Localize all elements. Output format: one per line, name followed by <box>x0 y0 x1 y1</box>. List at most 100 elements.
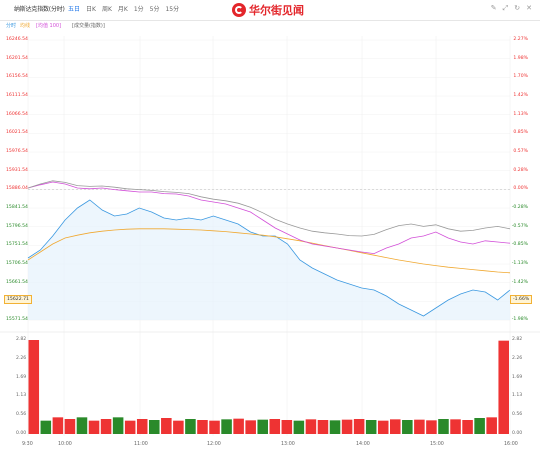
volume-bar <box>402 420 413 434</box>
volume-bar <box>233 418 244 434</box>
time-tick-label: 14:00 <box>356 442 370 447</box>
price-tick-label: 15931.54 <box>6 167 28 173</box>
volume-bar <box>88 420 100 434</box>
volume-bar <box>136 419 148 434</box>
percent-tick-label: 0.28% <box>513 167 528 173</box>
volume-bar <box>293 420 305 434</box>
volume-bar <box>281 420 293 434</box>
price-tick-label: 16021.54 <box>6 130 28 136</box>
volume-bar <box>438 419 449 434</box>
volume-tick-label: 2.82 <box>16 337 27 342</box>
percent-tick-label: -0.28% <box>511 205 528 210</box>
time-tick-label: 16:00 <box>504 442 518 447</box>
volume-bar <box>377 420 389 434</box>
volume-bar <box>76 417 88 434</box>
price-tick-label: 16201.54 <box>6 55 28 61</box>
volume-tick-label: 0.00 <box>16 431 27 436</box>
percent-tick-label: -0.57% <box>511 223 528 229</box>
price-tick-label: 15661.54 <box>6 279 28 285</box>
expand-icon[interactable]: ⤢ <box>502 4 509 12</box>
brand-logo: 华尔街见闻 <box>232 2 304 18</box>
price-tick-label: 16111.54 <box>6 93 28 98</box>
tab-daily-k[interactable]: 日K <box>86 6 96 13</box>
volume-bar <box>173 420 184 434</box>
volume-bar <box>498 340 509 434</box>
volume-bar <box>112 417 124 434</box>
price-tick-label: 15751.54 <box>6 242 28 248</box>
time-tick-label: 11:00 <box>134 442 148 447</box>
volume-bar <box>245 420 256 434</box>
price-tick-label: 16156.54 <box>6 74 28 80</box>
logo-text: 华尔街见闻 <box>249 4 304 17</box>
volume-bar <box>52 417 64 434</box>
tab-5min[interactable]: 5分 <box>149 6 160 13</box>
period-tabs: 五日 日K 周K 月K 1分 5分 15分 <box>68 4 179 13</box>
volume-bar <box>390 419 401 434</box>
percent-tick-label: 0.00% <box>513 186 528 192</box>
volume-bar <box>28 340 40 434</box>
volume-tick-label-right: 0.00 <box>512 431 523 436</box>
volume-bar <box>450 419 461 434</box>
tab-1min[interactable]: 1分 <box>133 6 144 13</box>
chart-title: 纳斯达克指数(分时) <box>14 6 65 13</box>
percent-tick-label: 0.85% <box>513 130 528 136</box>
tab-monthly-k[interactable]: 月K <box>117 6 128 13</box>
indicator-average[interactable]: 均线 <box>20 23 31 29</box>
indicator-time-share[interactable]: 分时 <box>6 23 17 29</box>
volume-tick-label: 2.26 <box>16 355 27 361</box>
tab-weekly-k[interactable]: 周K <box>101 6 112 13</box>
logo-mark-icon <box>232 3 246 17</box>
volume-bar <box>426 420 437 434</box>
percent-tick-label: 1.42% <box>513 93 528 98</box>
tab-15min[interactable]: 15分 <box>165 6 180 13</box>
time-tick-label: 13:00 <box>281 442 295 447</box>
series-line-3 <box>27 180 511 237</box>
pencil-icon[interactable]: ✎ <box>490 4 497 12</box>
current-change-tag-right: -1.66% <box>510 295 533 304</box>
price-tick-label: 16066.54 <box>6 111 28 117</box>
volume-bar <box>257 419 268 434</box>
tab-five-day[interactable]: 五日 <box>68 6 81 13</box>
volume-tick-label-right: 2.82 <box>512 337 523 342</box>
volume-bar <box>353 419 365 434</box>
volume-bar <box>185 419 196 434</box>
percent-tick-label: -0.85% <box>511 242 528 248</box>
price-tick-label: 15976.54 <box>6 149 28 154</box>
price-tick-label: 15841.54 <box>6 205 28 210</box>
percent-tick-label: -1.98% <box>511 317 528 322</box>
volume-bar <box>221 419 232 434</box>
indicator-mean[interactable]: [均值 100] <box>36 23 62 29</box>
price-tick-label: 15706.54 <box>6 261 28 266</box>
close-icon[interactable]: ✕ <box>526 4 532 12</box>
current-price-tag-left: 15622.71 <box>4 295 32 304</box>
volume-tick-label: 0.56 <box>16 412 27 418</box>
volume-bar <box>124 420 136 434</box>
volume-bar <box>329 420 341 434</box>
price-tick-label: 15571.54 <box>6 317 28 322</box>
volume-tick-label-right: 2.26 <box>512 355 523 361</box>
percent-tick-label: 0.57% <box>513 149 528 154</box>
volume-bar <box>414 419 425 434</box>
indicator-bar: 分时 均线 [均值 100] [成交量(指数)] <box>0 22 540 34</box>
volume-tick-label: 1.13 <box>16 393 27 399</box>
time-tick-label: 12:00 <box>207 442 221 447</box>
volume-bar <box>474 418 485 434</box>
indicator-volume[interactable]: [成交量(指数)] <box>72 23 105 29</box>
volume-bar <box>486 417 497 434</box>
series-line-2 <box>27 181 511 255</box>
volume-bar <box>269 419 281 434</box>
volume-bar <box>100 419 112 434</box>
percent-tick-label: 1.98% <box>513 55 528 61</box>
price-tick-label: 15886.04 <box>6 186 28 192</box>
volume-bar <box>317 420 329 434</box>
top-toolbar: 纳斯达克指数(分时) 五日 日K 周K 月K 1分 5分 15分 华尔街见闻 ✎… <box>0 0 540 21</box>
volume-bar <box>40 420 52 434</box>
volume-bar <box>64 419 76 434</box>
volume-bar <box>305 419 317 434</box>
volume-bar <box>462 420 473 434</box>
refresh-icon[interactable]: ↻ <box>514 4 521 12</box>
volume-bar <box>161 418 172 434</box>
series-line-1 <box>27 228 511 274</box>
volume-tick-label-right: 0.56 <box>512 412 523 418</box>
